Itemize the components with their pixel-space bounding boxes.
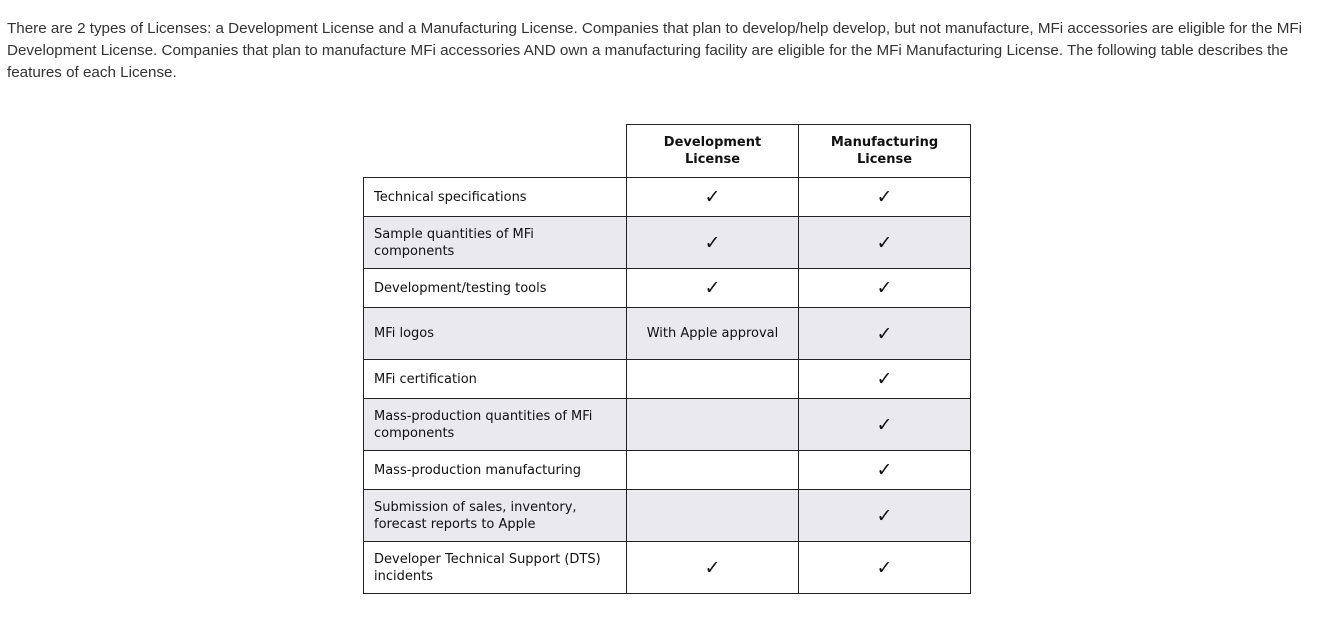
- table-row: Mass-production quantities of MFi compon…: [363, 398, 971, 451]
- feature-cell: Mass-production quantities of MFi compon…: [363, 398, 627, 451]
- header-manufacturing-license: Manufacturing License: [798, 124, 971, 178]
- manufacturing-checkmark-icon: ✓: [798, 177, 971, 217]
- feature-cell: Technical specifications: [363, 177, 627, 217]
- development-empty-cell: [626, 398, 799, 451]
- manufacturing-checkmark-icon: ✓: [798, 307, 971, 360]
- development-empty-cell: [626, 489, 799, 542]
- table-row: Technical specifications ✓ ✓: [363, 177, 971, 217]
- feature-cell: MFi certification: [363, 359, 627, 399]
- table-row: Mass-production manufacturing ✓: [363, 450, 971, 490]
- table-row: MFi logos With Apple approval ✓: [363, 307, 971, 360]
- development-checkmark-icon: ✓: [626, 268, 799, 308]
- manufacturing-checkmark-icon: ✓: [798, 216, 971, 269]
- feature-cell: Sample quantities of MFi components: [363, 216, 627, 269]
- manufacturing-checkmark-icon: ✓: [798, 398, 971, 451]
- development-checkmark-icon: ✓: [626, 541, 799, 594]
- table-row: Sample quantities of MFi components ✓ ✓: [363, 216, 971, 269]
- manufacturing-checkmark-icon: ✓: [798, 541, 971, 594]
- manufacturing-checkmark-icon: ✓: [798, 359, 971, 399]
- table-row: Development/testing tools ✓ ✓: [363, 268, 971, 308]
- feature-cell: Development/testing tools: [363, 268, 627, 308]
- feature-cell: Mass-production manufacturing: [363, 450, 627, 490]
- manufacturing-checkmark-icon: ✓: [798, 450, 971, 490]
- development-checkmark-icon: ✓: [626, 177, 799, 217]
- development-checkmark-icon: ✓: [626, 216, 799, 269]
- development-note-cell: With Apple approval: [626, 307, 799, 360]
- feature-cell: Developer Technical Support (DTS) incide…: [363, 541, 627, 594]
- header-corner-cell: [363, 124, 627, 178]
- feature-cell: Submission of sales, inventory, forecast…: [363, 489, 627, 542]
- table-row: MFi certification ✓: [363, 359, 971, 399]
- manufacturing-checkmark-icon: ✓: [798, 489, 971, 542]
- manufacturing-checkmark-icon: ✓: [798, 268, 971, 308]
- development-empty-cell: [626, 450, 799, 490]
- header-development-license: Development License: [626, 124, 799, 178]
- intro-paragraph: There are 2 types of Licenses: a Develop…: [7, 20, 1303, 81]
- feature-cell: MFi logos: [363, 307, 627, 360]
- table-header-row: Development License Manufacturing Licens…: [363, 124, 971, 178]
- development-empty-cell: [626, 359, 799, 399]
- table-row: Submission of sales, inventory, forecast…: [363, 489, 971, 542]
- table-row: Developer Technical Support (DTS) incide…: [363, 541, 971, 594]
- license-comparison-table: Development License Manufacturing Licens…: [363, 124, 971, 594]
